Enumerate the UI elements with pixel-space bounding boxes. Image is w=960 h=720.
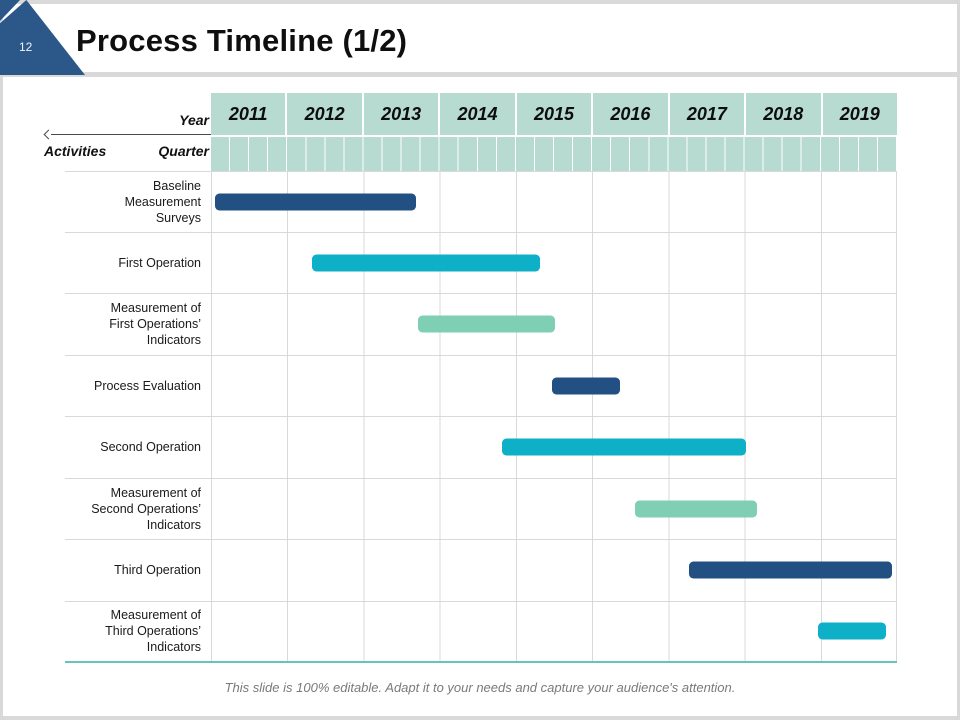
year-header-cell: 2012 xyxy=(287,93,362,135)
corner-triangle-decoration xyxy=(0,0,85,75)
gantt-axis-corner: Year Activities Quarter xyxy=(43,93,211,171)
timeline-cell xyxy=(211,540,897,601)
table-row: Measurement of Second Operations’ Indica… xyxy=(65,478,897,540)
footer-note: This slide is 100% editable. Adapt it to… xyxy=(224,680,736,695)
timeline-cell xyxy=(211,601,897,661)
timeline-cell xyxy=(211,478,897,539)
activity-label: Measurement of Third Operations’ Indicat… xyxy=(105,608,201,655)
activity-label: Measurement of First Operations’ Indicat… xyxy=(109,301,201,348)
table-row: First Operation xyxy=(65,232,897,294)
activities-axis-label: Activities xyxy=(44,143,107,159)
year-header-cell: 2018 xyxy=(746,93,821,135)
timeline-cell xyxy=(211,294,897,355)
year-header-cell: 2019 xyxy=(822,93,897,135)
table-row: Process Evaluation xyxy=(65,355,897,417)
gantt-bar xyxy=(214,193,417,211)
left-arrow-line xyxy=(51,134,211,135)
gantt-bar xyxy=(688,561,893,579)
left-border xyxy=(0,0,3,720)
page-number: 12 xyxy=(19,40,33,54)
gantt-bar xyxy=(311,254,541,272)
bottom-border xyxy=(0,716,960,720)
year-header-cell: 2011 xyxy=(211,93,286,135)
timeline-cell xyxy=(211,232,897,293)
table-row: Second Operation xyxy=(65,417,897,479)
gantt-bar xyxy=(817,622,887,640)
title-band-divider xyxy=(0,72,960,77)
year-header-cell: 2017 xyxy=(669,93,745,135)
activity-label: Baseline Measurement Surveys xyxy=(124,178,201,225)
gantt-bar xyxy=(502,438,746,456)
top-border xyxy=(0,0,960,4)
gantt-bar xyxy=(551,377,621,395)
table-row: Measurement of Third Operations’ Indicat… xyxy=(65,601,897,663)
activity-label: Measurement of Second Operations’ Indica… xyxy=(91,485,201,532)
gantt-bar xyxy=(418,315,556,333)
year-header-cell: 2014 xyxy=(440,93,515,135)
year-axis-label: Year xyxy=(179,112,209,128)
activity-label: Second Operation xyxy=(100,440,201,455)
table-row: Baseline Measurement Surveys xyxy=(65,171,897,233)
timeline-cell xyxy=(211,172,897,232)
left-arrow-icon xyxy=(43,129,54,139)
timeline-cell xyxy=(211,355,897,416)
gantt-bar xyxy=(635,500,758,518)
activity-label: First Operation xyxy=(118,255,201,270)
gantt-table-body: Baseline Measurement Surveys First Opera… xyxy=(65,171,897,663)
quarter-axis-label: Quarter xyxy=(158,143,209,159)
activity-label: Process Evaluation xyxy=(93,378,201,393)
right-border xyxy=(957,0,960,720)
year-header-cell: 2013 xyxy=(363,93,439,135)
page-title: Process Timeline (1/2) xyxy=(76,23,408,58)
table-row: Third Operation xyxy=(65,540,897,602)
timeline-cell xyxy=(211,417,897,478)
activity-label: Third Operation xyxy=(114,563,201,578)
year-header-row: 2011 2012 2013 2014 2015 2016 2017 2018 … xyxy=(211,93,897,135)
quarter-ticks-row xyxy=(211,137,897,171)
year-header-cell: 2015 xyxy=(516,93,592,135)
table-row: Measurement of First Operations’ Indicat… xyxy=(65,294,897,356)
year-header-cell: 2016 xyxy=(593,93,668,135)
